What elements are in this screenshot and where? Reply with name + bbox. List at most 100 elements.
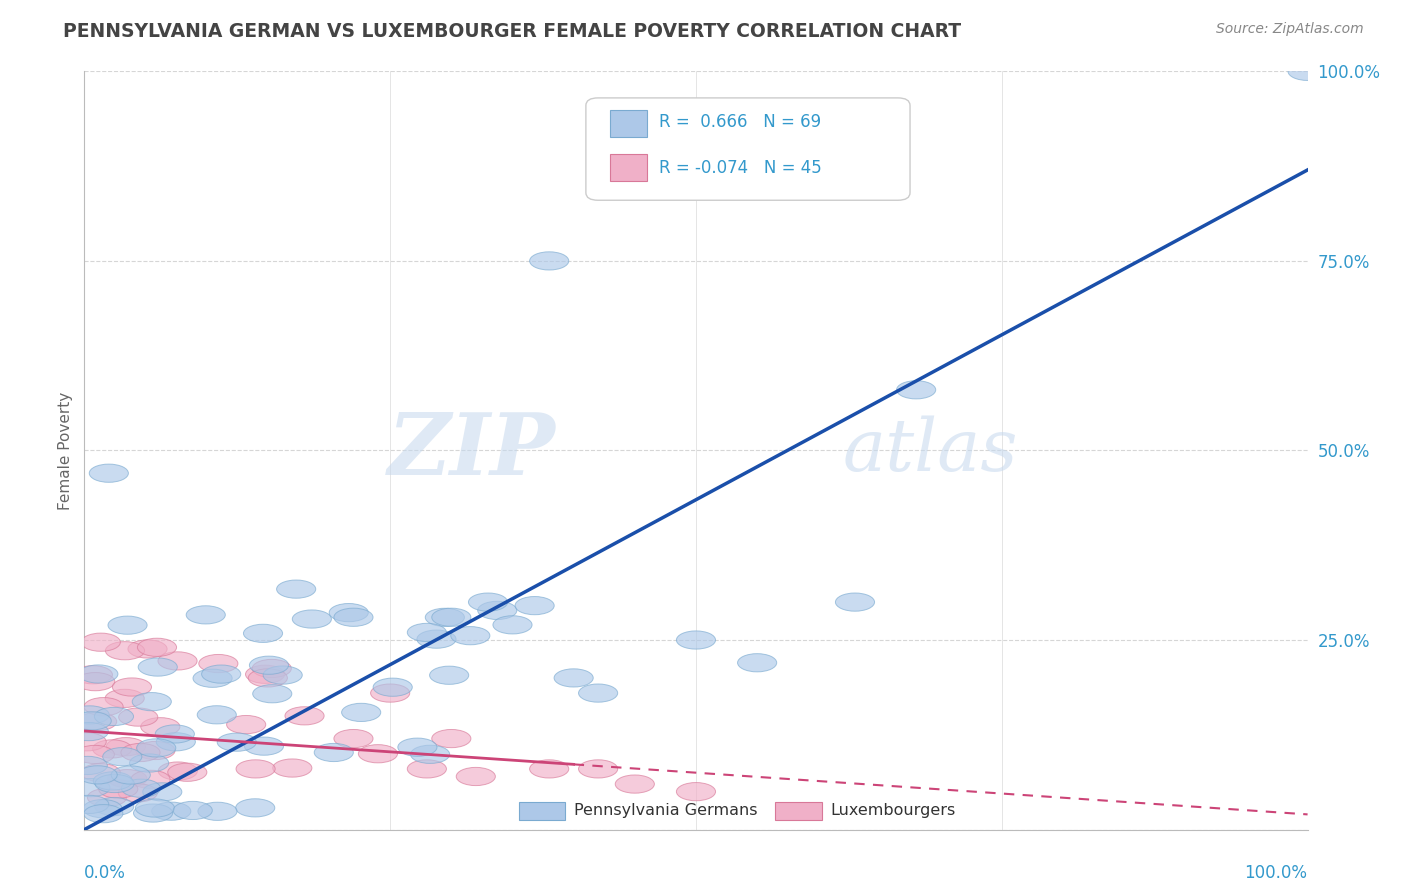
Ellipse shape [253, 685, 292, 703]
Ellipse shape [333, 730, 373, 747]
Ellipse shape [468, 593, 508, 611]
Ellipse shape [359, 745, 398, 763]
Ellipse shape [243, 624, 283, 642]
Ellipse shape [96, 774, 134, 793]
Text: ZIP: ZIP [388, 409, 555, 492]
Ellipse shape [76, 673, 115, 690]
Ellipse shape [167, 764, 207, 781]
Ellipse shape [425, 608, 464, 626]
Ellipse shape [79, 765, 117, 784]
Ellipse shape [578, 684, 617, 702]
Ellipse shape [157, 652, 197, 670]
Ellipse shape [112, 678, 152, 696]
Ellipse shape [236, 760, 276, 778]
Ellipse shape [108, 616, 148, 634]
Ellipse shape [69, 723, 108, 740]
Ellipse shape [273, 759, 312, 777]
Ellipse shape [72, 712, 111, 730]
Ellipse shape [141, 718, 180, 736]
Ellipse shape [408, 624, 447, 641]
Bar [610, 154, 647, 181]
Ellipse shape [676, 631, 716, 649]
Y-axis label: Female Poverty: Female Poverty [58, 392, 73, 509]
Ellipse shape [84, 805, 122, 822]
Ellipse shape [134, 804, 173, 822]
Ellipse shape [432, 608, 471, 626]
Ellipse shape [835, 593, 875, 611]
Ellipse shape [226, 715, 266, 734]
Ellipse shape [82, 764, 121, 781]
Ellipse shape [98, 780, 138, 798]
Text: R =  0.666   N = 69: R = 0.666 N = 69 [659, 113, 821, 131]
Ellipse shape [155, 725, 194, 743]
Ellipse shape [108, 770, 146, 788]
Ellipse shape [159, 762, 197, 780]
Ellipse shape [277, 580, 316, 599]
Ellipse shape [173, 801, 212, 820]
Text: atlas: atlas [842, 415, 1018, 486]
Ellipse shape [77, 713, 117, 731]
Ellipse shape [591, 176, 630, 194]
Ellipse shape [329, 604, 368, 622]
Ellipse shape [1288, 62, 1327, 80]
Ellipse shape [118, 784, 157, 802]
Ellipse shape [342, 703, 381, 722]
Ellipse shape [70, 706, 110, 724]
Ellipse shape [121, 743, 160, 762]
Ellipse shape [129, 754, 169, 772]
Ellipse shape [578, 760, 617, 778]
Ellipse shape [94, 707, 134, 725]
Ellipse shape [530, 760, 569, 778]
Bar [610, 110, 647, 137]
Ellipse shape [103, 747, 142, 766]
Ellipse shape [69, 756, 107, 774]
Ellipse shape [371, 684, 409, 702]
Ellipse shape [408, 760, 447, 778]
Ellipse shape [84, 698, 124, 715]
Ellipse shape [131, 771, 170, 789]
Ellipse shape [676, 782, 716, 801]
Ellipse shape [430, 666, 468, 684]
Ellipse shape [432, 730, 471, 747]
Ellipse shape [135, 799, 174, 817]
Ellipse shape [285, 706, 325, 725]
Ellipse shape [478, 601, 517, 620]
Ellipse shape [87, 789, 127, 806]
Ellipse shape [107, 738, 145, 756]
Ellipse shape [111, 766, 150, 784]
Ellipse shape [292, 610, 332, 628]
Ellipse shape [738, 654, 776, 672]
Ellipse shape [93, 739, 132, 758]
Ellipse shape [451, 626, 489, 645]
Ellipse shape [897, 381, 936, 399]
FancyBboxPatch shape [586, 98, 910, 201]
Ellipse shape [94, 797, 134, 815]
Ellipse shape [136, 739, 176, 757]
Ellipse shape [136, 741, 176, 760]
Ellipse shape [418, 630, 456, 648]
Ellipse shape [456, 767, 495, 786]
Ellipse shape [73, 665, 112, 684]
Ellipse shape [132, 692, 172, 711]
Ellipse shape [530, 252, 569, 270]
Ellipse shape [252, 659, 291, 678]
Ellipse shape [245, 737, 284, 756]
Ellipse shape [186, 606, 225, 624]
Ellipse shape [138, 638, 177, 657]
Ellipse shape [121, 779, 160, 797]
Ellipse shape [128, 640, 167, 658]
Ellipse shape [82, 633, 121, 651]
Text: Pennsylvania Germans: Pennsylvania Germans [574, 803, 758, 818]
Ellipse shape [197, 706, 236, 724]
Ellipse shape [249, 669, 287, 687]
Text: 0.0%: 0.0% [84, 863, 127, 881]
Text: 100.0%: 100.0% [1244, 863, 1308, 881]
Ellipse shape [494, 615, 531, 634]
Ellipse shape [138, 658, 177, 676]
Ellipse shape [67, 732, 107, 751]
Ellipse shape [105, 690, 145, 707]
Ellipse shape [89, 464, 128, 483]
Text: Source: ZipAtlas.com: Source: ZipAtlas.com [1216, 22, 1364, 37]
Ellipse shape [156, 732, 195, 751]
Ellipse shape [105, 641, 145, 660]
